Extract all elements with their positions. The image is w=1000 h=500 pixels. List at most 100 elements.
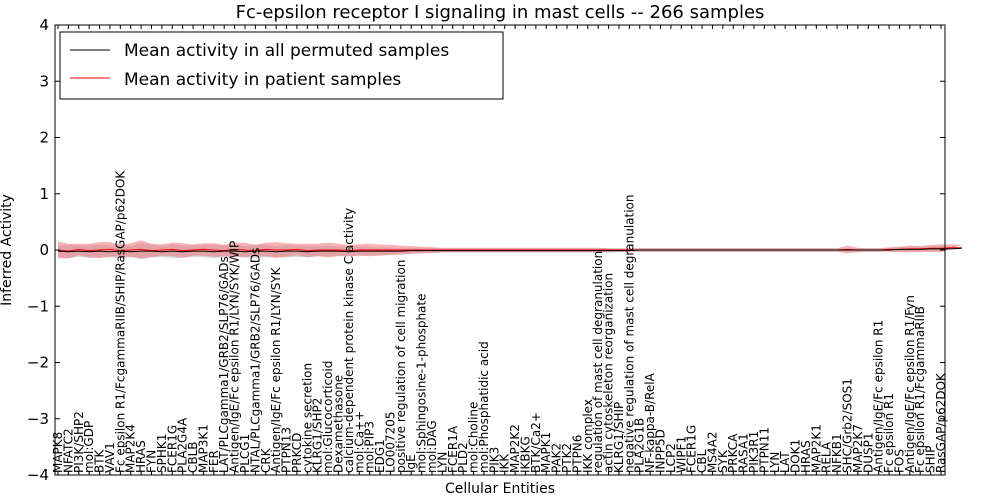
x-tick-label: FCER1G [165,425,179,473]
x-tick-label: mol:Phosphatidic acid [477,341,491,473]
x-tick-label: Antigen/IgE/Fc epsilon R1/LYN/SYK/WIP [228,241,242,473]
x-tick-label: LAT [778,451,792,473]
x-tick-label: NTAL/PLCgamma1/GRB2/SLP76/GADs [248,248,262,473]
x-tick-label: mol:Choline [467,402,481,473]
x-tick-label: KLRG1/SHP2 [311,398,325,473]
legend-label-patient: Mean activity in patient samples [124,70,401,90]
x-tick-label: DUSP1 [861,432,875,473]
x-tick-label: PLA2G1B [633,418,647,473]
x-tick-label: WIPF1 [674,436,688,473]
x-tick-label: MAPK8 [51,432,65,473]
y-tick-label: −3 [27,410,49,428]
x-tick-label: KLRG1/SHIP [612,402,626,473]
x-tick-label: LYN [768,452,782,473]
x-tick-label: SYK [716,449,730,473]
x-tick-label: Antigen/IgE/Fc epsilon R1/LYN/SYK [269,266,283,473]
x-tick-label: PTK2 [560,443,574,473]
x-tick-label: HRAS [799,440,813,473]
x-tick-label: IKBKG [519,436,533,473]
x-tick-label: MAP2K7 [851,424,865,473]
x-axis-label: Cellular Entities [445,481,555,497]
y-tick-label: 1 [39,185,49,203]
y-tick-label: 2 [39,129,49,147]
y-tick-label: −1 [27,297,49,315]
x-tick-label: LYN [435,452,449,473]
x-tick-label: FER [207,450,221,473]
y-tick-label: −2 [27,354,49,372]
x-tick-label: MAP2K4 [124,424,138,473]
x-tick-label: DOK1 [789,439,803,473]
x-tick-label: mol:PIP3 [363,421,377,473]
x-tick-label: Dexamethasone [332,375,346,473]
x-tick-label: RASA1 [737,433,751,473]
x-tick-label: PI3K/SHP2 [72,411,86,473]
x-tick-label: CBLB [186,441,200,473]
x-tick-label: mol:DAG [425,420,439,473]
x-tick-label: PRKCD [290,433,304,473]
x-tick-label: mol:Sphingosine-1-phosphate [415,294,429,474]
x-tick-label: FCER1A [446,425,460,473]
x-tick-label: mol:Ca++ [352,411,366,473]
x-tick-label: Fc epsilon R1/FcgammaRIIB [913,306,927,473]
x-tick-label: MAP3K1 [196,424,210,473]
x-tick-label: PTPN13 [280,427,294,473]
x-tick-label: cytokine secretion [300,363,314,473]
x-tick-label: BTK [93,448,107,473]
x-tick-label: LO007205 [383,411,397,473]
x-tick-label: MAP2K2 [508,424,522,473]
legend-label-permuted: Mean activity in all permuted samples [124,41,449,61]
x-tick-label: RELA [820,441,834,473]
legend: Mean activity in all permuted samples Me… [59,31,504,100]
x-tick-label: actin cytoskeleton reorganization [602,273,616,473]
x-tick-label: PLCG1 [238,434,252,473]
x-tick-label: MAPK1 [539,432,553,473]
x-tick-label: BTK/Ca2+ [529,412,543,473]
x-tick-label: PLA2G4A [176,417,190,473]
x-tick-label: FCER1G [685,425,699,473]
x-tick-label: mol:GDP [82,421,96,473]
x-tick-label: SPHK1 [155,434,169,473]
plot-area: −4 −3 −2 −1 0 1 2 3 4 MAPK8NFATC2PI3K/SHP2mol:GDP… [27,16,962,484]
x-tick-label: CBL [695,449,709,473]
x-tick-label: IKK [498,453,512,473]
x-tick-label: PTPN11 [757,427,771,473]
y-axis-label: Inferred Activity [0,194,15,306]
x-tick-label: negative regulation of mast cell degranu… [622,194,636,473]
x-tick-label: positive regulation of cell migration [394,260,408,473]
patient-activity-band [58,240,962,259]
x-tick-label: calcium-dependent protein kinase C activ… [342,208,356,473]
x-tick-label: EDG1 [373,439,387,473]
x-tick-label: NFKB1 [830,433,844,473]
x-tick-label: RasGAP/p62DOK [934,372,948,473]
x-tick-label: regulation of mast cell degranulation [591,251,605,473]
x-tick-label: IgE [404,454,418,473]
y-tick-label: 4 [39,16,49,34]
y-tick-label: 3 [39,72,49,90]
x-tick-label: PIK3 [487,447,501,473]
legend-box [59,31,504,100]
x-tick-label: MAP2K1 [809,424,823,473]
x-tick-label: SHIP [924,446,938,473]
x-tick-label: PTPN6 [570,435,584,473]
x-tick-label: Fc epsilon R1 [882,393,896,473]
y-tick-label: −4 [27,466,49,484]
x-tick-label: FYN [145,450,159,473]
chart-title: Fc-epsilon receptor I signaling in mast … [236,2,765,23]
x-tick-label: VAV1 [103,442,117,473]
x-tick-label: INPP5D [654,429,668,473]
x-tick-label: CRK [259,447,273,473]
x-tick-label: NF-kappa-B/RelA [643,372,657,473]
x-tick-label: FOS [892,449,906,473]
x-tick-label: IKK complex [581,399,595,473]
y-tick-label: 0 [39,241,49,259]
x-tick-label: Antigen/IgE/Fc epsilon R1/Fyn [903,295,917,473]
x-tick-label: PIK3R1 [747,431,761,473]
x-tick-label: Antigen/IgE/Fc epsilon R1 [872,320,886,473]
x-tick-label: PAK2 [550,443,564,473]
x-tick-label: SHC/Grb2/SOS1 [841,378,855,473]
x-tick-label: PLD2 [456,442,470,473]
x-tick-label: LCP2 [664,443,678,473]
x-tick-label: LAT/PLCgamma1/GRB2/SLP76/GADs [217,256,231,473]
x-tick-label: Fc epsilon R1/FcgammaRIIB/SHIP/RasGAP/p6… [113,170,127,473]
